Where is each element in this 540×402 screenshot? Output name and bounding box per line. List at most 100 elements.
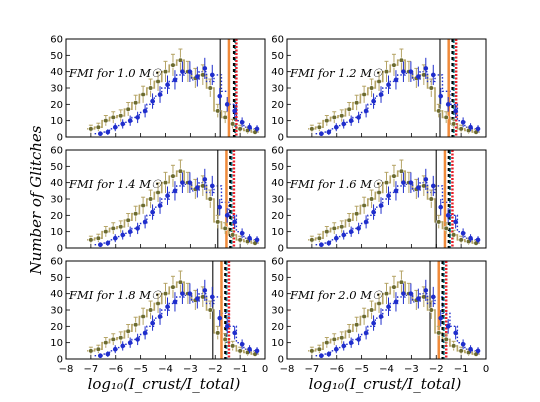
panel-label: FMI for 1.8 M☉ [68,288,162,302]
blue-point [254,237,260,243]
blue-point [408,291,414,296]
olive-point [391,62,397,68]
blue-point [120,121,126,127]
blue-point [468,235,473,241]
olive-point [88,237,94,243]
blue-point [326,129,332,135]
olive-point [339,335,345,341]
x-tick-label: −2 [429,364,444,375]
olive-point [346,328,352,334]
blue-point [356,115,361,120]
y-tick-label: 10 [50,338,63,349]
blue-point [378,203,384,208]
y-tick-label: 20 [50,322,63,333]
blue-point [224,102,230,107]
olive-point [125,328,131,334]
x-tick-label: −4 [379,364,394,375]
x-tick-label: −4 [158,364,173,375]
y-tick-label: 60 [271,257,284,268]
y-tick-label: 30 [50,306,63,317]
blue-point [172,299,178,305]
x-tick-label: −8 [59,364,74,375]
olive-point [316,124,322,130]
blue-point [209,294,215,300]
y-tick-label: 10 [271,338,284,349]
olive-point [103,229,109,235]
blue-point [165,304,170,310]
olive-point [207,85,213,91]
plot-area [87,261,260,359]
blue-point [445,102,451,107]
olive-point [222,336,228,343]
blue-point [333,346,339,352]
olive-point [140,91,146,98]
olive-point [376,189,382,196]
x-tick-label: −3 [404,364,419,375]
olive-point [170,284,176,290]
olive-point [133,322,139,328]
blue-point [401,180,406,185]
olive-point [316,235,322,241]
y-axis-label: Number of Glitches [27,125,45,275]
y-tick-label: 40 [271,67,284,78]
blue-point [254,348,260,354]
blue-point [468,346,473,352]
olive-point [428,307,434,313]
blue-point [180,291,185,296]
blue-point [239,342,245,347]
blue-point [460,120,466,125]
olive-point [458,237,464,243]
blue-point [430,183,436,189]
y-tick-label: 50 [50,273,63,284]
olive-point [451,232,457,238]
olive-point [428,196,434,202]
olive-point [458,348,464,354]
olive-point [133,100,139,106]
blue-point [475,237,481,243]
blue-point [460,342,466,347]
blue-point [333,124,339,130]
blue-point [386,304,391,310]
olive-point [125,217,131,223]
blue-point [187,291,193,296]
blue-point [363,108,369,114]
y-tick-label: 20 [50,211,63,222]
blue-point [239,120,245,125]
blue-point [430,72,436,78]
panel-label: FMI for 2.0 M☉ [289,288,383,302]
olive-point [383,69,390,75]
y-tick-label: 0 [57,133,63,144]
olive-point [155,300,161,307]
blue-point [180,69,185,74]
olive-point [118,113,124,119]
blue-point [98,353,103,359]
y-tick-label: 60 [50,146,63,157]
olive-point [451,121,457,127]
blue-point [363,330,369,336]
blue-point [150,209,155,215]
y-tick-label: 50 [271,273,284,284]
blue-point [445,213,451,218]
blue-point [416,185,421,190]
y-tick-label: 0 [57,244,63,255]
olive-point [95,124,101,130]
olive-point [368,85,375,91]
blue-point [187,69,193,74]
panel-label: FMI for 1.2 M☉ [289,66,383,80]
olive-point [443,114,449,120]
plot-area [308,150,481,248]
olive-point [110,336,116,343]
olive-point [237,126,243,132]
blue-point [120,232,126,238]
blue-point [172,77,178,83]
y-tick-label: 10 [50,116,63,127]
x-tick-label: −7 [305,364,320,375]
olive-point [162,69,169,75]
blue-point [460,231,466,236]
y-tick-label: 30 [50,84,63,95]
blue-point [319,131,324,137]
x-tick-label: −1 [454,364,469,375]
olive-point [222,114,228,120]
blue-point [112,346,118,352]
